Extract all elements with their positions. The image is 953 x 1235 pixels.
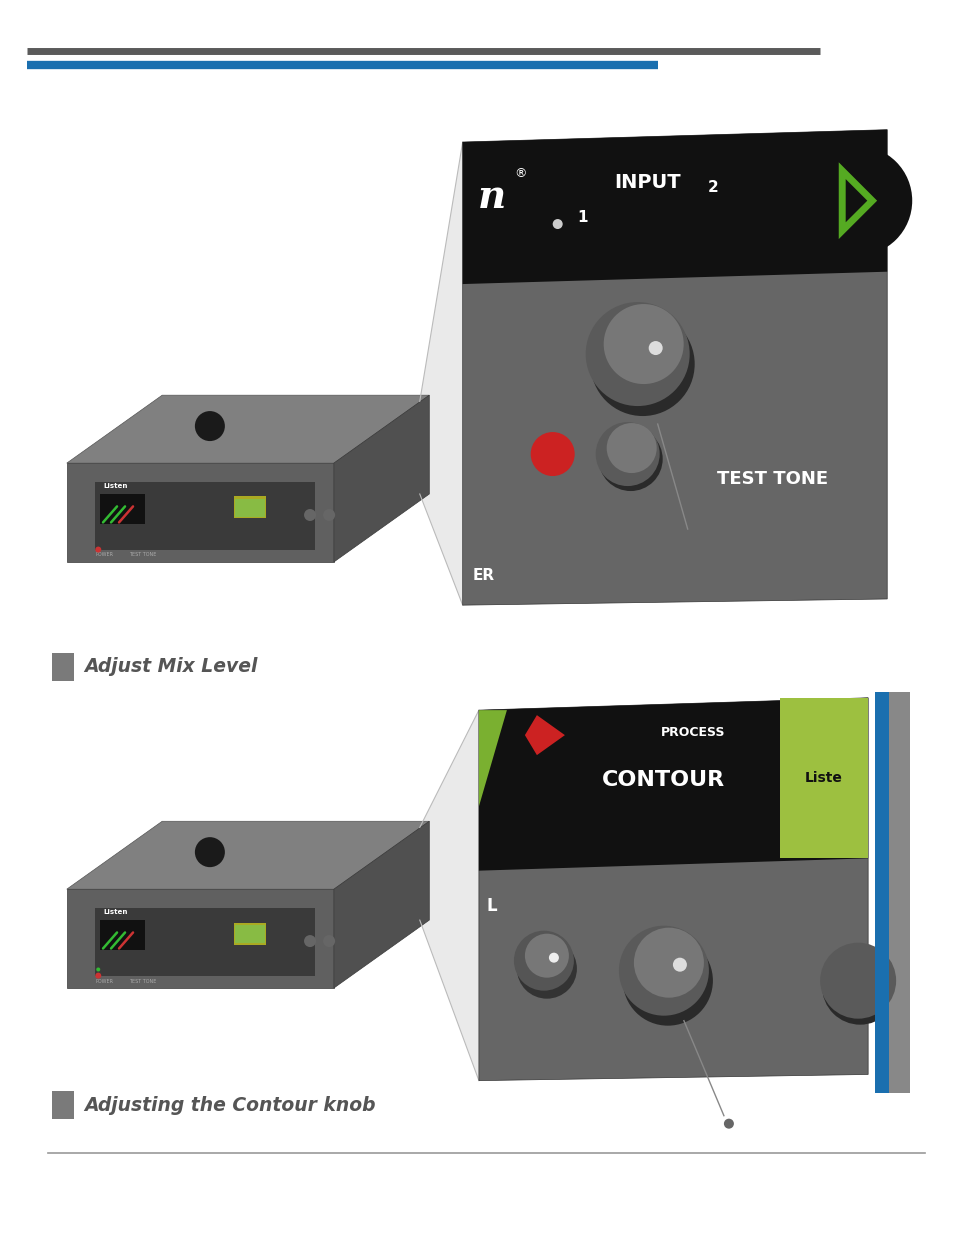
Text: INPUT: INPUT — [614, 173, 680, 191]
Bar — [874, 692, 888, 716]
Bar — [234, 499, 264, 517]
Polygon shape — [478, 710, 506, 806]
Circle shape — [606, 424, 656, 473]
Circle shape — [688, 532, 698, 542]
Circle shape — [801, 146, 911, 256]
Circle shape — [304, 509, 315, 521]
Circle shape — [514, 931, 574, 990]
Circle shape — [530, 432, 574, 475]
Bar — [234, 925, 264, 944]
Circle shape — [633, 927, 703, 998]
Circle shape — [524, 934, 568, 978]
Bar — [887, 692, 909, 1093]
Circle shape — [517, 939, 577, 999]
Circle shape — [590, 312, 694, 416]
Bar — [95, 908, 314, 976]
Circle shape — [304, 935, 315, 947]
Text: Liste: Liste — [804, 771, 842, 785]
Polygon shape — [419, 710, 478, 1081]
Bar — [95, 482, 314, 550]
Circle shape — [95, 547, 101, 552]
Text: Adjust Mix Level: Adjust Mix Level — [84, 657, 257, 677]
Text: TEST TONE: TEST TONE — [129, 552, 156, 557]
Text: L: L — [486, 897, 497, 915]
Bar — [100, 920, 145, 950]
Bar — [52, 1092, 74, 1119]
Circle shape — [548, 952, 558, 962]
Text: Listen: Listen — [103, 909, 128, 915]
Text: ®: ® — [515, 168, 527, 180]
Polygon shape — [478, 698, 867, 1081]
Circle shape — [96, 967, 100, 972]
Text: POWER: POWER — [95, 552, 113, 557]
Polygon shape — [419, 142, 462, 605]
Text: CONTOUR: CONTOUR — [601, 771, 724, 790]
Polygon shape — [462, 130, 886, 605]
Text: Adjusting the Contour knob: Adjusting the Contour knob — [84, 1095, 375, 1115]
Circle shape — [820, 942, 895, 1019]
Bar — [874, 692, 888, 1093]
Text: 1: 1 — [577, 210, 587, 225]
Circle shape — [622, 936, 712, 1026]
Text: n: n — [477, 178, 505, 216]
Polygon shape — [67, 821, 429, 889]
Circle shape — [585, 303, 689, 406]
Text: Listen: Listen — [103, 483, 128, 489]
Circle shape — [323, 935, 335, 947]
Polygon shape — [478, 698, 867, 871]
Circle shape — [603, 304, 683, 384]
Circle shape — [618, 926, 708, 1015]
Circle shape — [821, 948, 897, 1025]
Circle shape — [672, 957, 686, 972]
Text: ER: ER — [472, 568, 495, 583]
Circle shape — [598, 427, 662, 492]
Circle shape — [648, 341, 662, 354]
Polygon shape — [67, 889, 334, 988]
Bar — [780, 698, 867, 858]
Circle shape — [194, 837, 225, 867]
Bar — [887, 692, 909, 716]
Polygon shape — [334, 821, 429, 988]
Circle shape — [552, 219, 562, 228]
Bar — [233, 923, 266, 945]
Bar — [100, 494, 145, 524]
Text: 2: 2 — [706, 179, 718, 195]
Polygon shape — [524, 715, 564, 755]
Text: PROCESS: PROCESS — [660, 726, 725, 739]
Circle shape — [595, 422, 659, 487]
Circle shape — [723, 1119, 733, 1129]
Circle shape — [95, 973, 101, 978]
Polygon shape — [334, 395, 429, 562]
Bar — [52, 653, 74, 680]
Text: TEST TONE: TEST TONE — [717, 471, 827, 488]
Polygon shape — [462, 130, 886, 284]
Text: POWER: POWER — [95, 979, 113, 984]
Circle shape — [194, 411, 225, 441]
Circle shape — [323, 509, 335, 521]
Bar — [233, 496, 266, 519]
Polygon shape — [67, 395, 429, 463]
Polygon shape — [67, 463, 334, 562]
Text: TEST TONE: TEST TONE — [129, 979, 156, 984]
